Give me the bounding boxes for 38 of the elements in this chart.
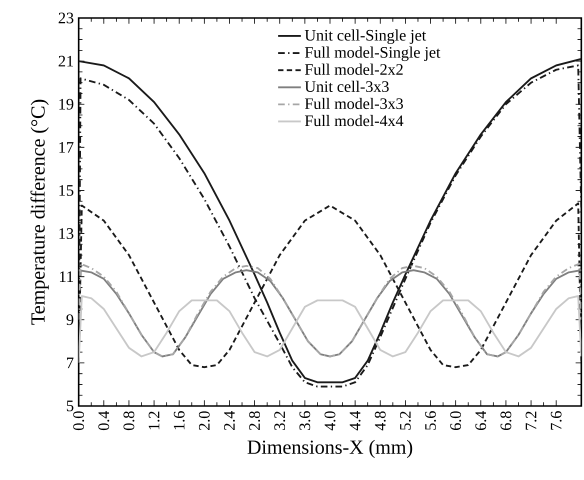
y-tick-label: 17 <box>59 142 74 153</box>
legend-label: Full model-2x2 <box>304 64 403 75</box>
x-tick-label: 2.0 <box>198 411 210 430</box>
x-tick-label: 2.4 <box>224 410 235 430</box>
x-tick-label: 7.2 <box>526 412 536 430</box>
x-tick-label: 3.6 <box>299 411 310 430</box>
legend-label: Full model-Single jet <box>304 46 440 62</box>
legend-label: Full model-4x4 <box>304 114 404 126</box>
y-tick-label: 15 <box>59 185 74 196</box>
x-tick-label: 4.0 <box>324 411 336 430</box>
x-tick-label: 1.6 <box>174 411 185 430</box>
x-axis-title: Dimensions-X (mm) <box>248 440 412 458</box>
x-tick-label: 7.6 <box>550 411 562 430</box>
y-tick-label: 21 <box>58 56 74 66</box>
x-tick-label: 3.2 <box>274 412 286 430</box>
y-tick-label: 11 <box>60 271 74 282</box>
x-tick-label: 4.8 <box>374 411 386 430</box>
y-tick-label: 5 <box>66 400 74 412</box>
x-tick-label: 5.6 <box>425 411 436 430</box>
legend-label: Unit cell-Single jet <box>304 29 426 44</box>
legend-label: Unit cell-3x3 <box>304 80 389 92</box>
y-tick-label: 19 <box>59 98 74 110</box>
x-tick-label: 2.8 <box>249 411 260 430</box>
x-tick-label: 1.2 <box>148 412 160 430</box>
x-tick-label: 5.2 <box>400 412 411 430</box>
x-tick-label: 6.4 <box>475 410 486 430</box>
y-tick-label: 23 <box>58 12 74 24</box>
x-tick-label: 6.8 <box>500 411 512 430</box>
x-tick-label: 0.8 <box>124 411 134 430</box>
y-tick-label: 7 <box>67 358 74 368</box>
y-tick-label: 9 <box>66 314 74 326</box>
x-tick-label: 6.0 <box>450 411 462 430</box>
y-tick-label: 13 <box>59 228 74 239</box>
legend-label: Full model-3x3 <box>304 98 403 110</box>
x-tick-label: 0.4 <box>98 410 110 430</box>
y-axis-title: Temperature difference (°C) <box>30 100 49 325</box>
x-tick-label: 0.0 <box>73 411 84 430</box>
x-tick-label: 4.4 <box>350 410 361 430</box>
